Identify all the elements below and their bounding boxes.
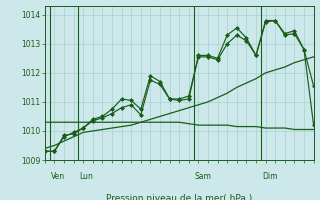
Text: Dim: Dim [262,172,277,181]
Text: Sam: Sam [195,172,212,181]
Text: Ven: Ven [51,172,65,181]
Text: Lun: Lun [79,172,93,181]
Text: Pression niveau de la mer( hPa ): Pression niveau de la mer( hPa ) [106,194,252,200]
